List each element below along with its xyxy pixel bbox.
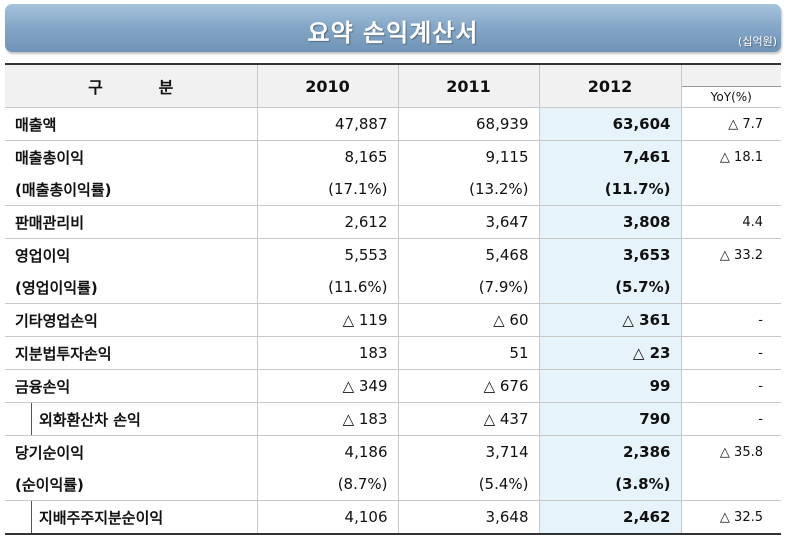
- value-yoy: △ 18.1: [680, 140, 781, 173]
- table-row: (영업이익률) (11.6%) (7.9%) (5.7%): [5, 271, 781, 304]
- value-yoy: [680, 468, 781, 501]
- row-label: 기타영업손익: [5, 303, 257, 337]
- value-2010: (8.7%): [256, 468, 398, 501]
- value-2011: △ 676: [397, 369, 539, 403]
- value-2011: 9,115: [397, 140, 539, 173]
- value-2012: 3,653: [538, 238, 681, 271]
- value-2010: 2,612: [256, 205, 398, 239]
- value-2010: △ 349: [256, 369, 398, 403]
- value-2011: (13.2%): [397, 173, 539, 206]
- value-2010: 47,887: [256, 107, 398, 141]
- row-label: 영업이익: [5, 238, 257, 271]
- value-2010: 8,165: [256, 140, 398, 173]
- table-row: (매출총이익률) (17.1%) (13.2%) (11.7%): [5, 173, 781, 206]
- value-2012: 63,604: [538, 107, 681, 141]
- value-2012: 3,808: [538, 205, 681, 239]
- value-2010: 4,106: [256, 500, 398, 534]
- value-yoy: △ 33.2: [680, 238, 781, 271]
- value-yoy: △ 35.8: [680, 435, 781, 468]
- value-2011: 5,468: [397, 238, 539, 271]
- value-2012: 99: [538, 369, 681, 403]
- page-title: 요약 손익계산서: [307, 19, 479, 47]
- row-label: (영업이익률): [15, 278, 98, 297]
- value-2010: 4,186: [256, 435, 398, 468]
- value-2011: △ 60: [397, 303, 539, 337]
- header-yoy-label: YoY(%): [681, 86, 781, 107]
- table-row: 영업이익 5,553 5,468 3,653 △ 33.2: [5, 238, 781, 271]
- table-header-row: 구 분 2010 2011 2012 YoY(%): [5, 64, 781, 108]
- value-2011: 3,648: [397, 500, 539, 534]
- value-yoy: -: [680, 402, 781, 436]
- table-row: 금융손익 △ 349 △ 676 99-: [5, 369, 781, 403]
- value-2011: 3,714: [397, 435, 539, 468]
- table-row: (순이익률) (8.7%) (5.4%) (3.8%): [5, 468, 781, 501]
- row-label: 지분법투자손익: [5, 336, 257, 370]
- header-2011: 2011: [397, 64, 539, 108]
- indent-marker: [31, 501, 32, 533]
- table-row: 당기순이익 4,186 3,714 2,386 △ 35.8: [5, 435, 781, 468]
- title-banner: 요약 손익계산서 (십억원): [5, 4, 781, 52]
- value-2012: (11.7%): [538, 173, 681, 206]
- table-row: 매출총이익 8,165 9,115 7,461 △ 18.1: [5, 140, 781, 173]
- table-row: 외화환산차 손익 △ 183 △ 437 790-: [5, 402, 781, 436]
- table-row: 판매관리비 2,612 3,647 3,808 4.4: [5, 205, 781, 239]
- value-yoy: △ 7.7: [680, 107, 781, 141]
- row-label: 지배주주지분순이익: [39, 508, 164, 527]
- value-2012: △ 361: [538, 303, 681, 337]
- indent-marker: [31, 403, 32, 435]
- value-2011: (7.9%): [397, 271, 539, 304]
- value-2011: 51: [397, 336, 539, 370]
- row-label: 금융손익: [5, 369, 257, 403]
- row-label: 매출액: [5, 107, 257, 141]
- row-label: 외화환산차 손익: [39, 410, 141, 429]
- value-2012: (3.8%): [538, 468, 681, 501]
- value-2011: 68,939: [397, 107, 539, 141]
- header-category: 구 분: [5, 64, 257, 108]
- value-2012: 2,386: [538, 435, 681, 468]
- row-label: 매출총이익: [5, 140, 257, 173]
- value-yoy: -: [680, 369, 781, 403]
- value-yoy: -: [680, 336, 781, 370]
- value-2011: (5.4%): [397, 468, 539, 501]
- value-yoy: 4.4: [680, 205, 781, 239]
- value-yoy: [680, 271, 781, 304]
- value-2012: (5.7%): [538, 271, 681, 304]
- value-yoy: [680, 173, 781, 206]
- value-2010: (17.1%): [256, 173, 398, 206]
- value-yoy: △ 32.5: [680, 500, 781, 534]
- table-row: 지분법투자손익 183 51 △ 23-: [5, 336, 781, 370]
- value-2012: △ 23: [538, 336, 681, 370]
- value-2011: △ 437: [397, 402, 539, 436]
- value-2010: △ 119: [256, 303, 398, 337]
- value-2010: 5,553: [256, 238, 398, 271]
- row-label: (매출총이익률): [15, 180, 112, 199]
- income-statement-table: 구 분 2010 2011 2012 YoY(%) 매출액 47,887 68,93…: [5, 63, 781, 535]
- row-label: 판매관리비: [5, 205, 257, 239]
- row-label: 당기순이익: [5, 435, 257, 468]
- table-row: 기타영업손익 △ 119 △ 60 △ 361-: [5, 303, 781, 337]
- value-2010: 183: [256, 336, 398, 370]
- value-2012: 2,462: [538, 500, 681, 534]
- value-2012: 7,461: [538, 140, 681, 173]
- value-2010: △ 183: [256, 402, 398, 436]
- table-row: 지배주주지분순이익 4,106 3,648 2,462 △ 32.5: [5, 500, 781, 534]
- table-row: 매출액 47,887 68,939 63,604 △ 7.7: [5, 107, 781, 141]
- unit-label: (십억원): [738, 35, 777, 48]
- header-2012: 2012: [538, 64, 681, 108]
- value-2011: 3,647: [397, 205, 539, 239]
- header-yoy: YoY(%): [680, 64, 781, 108]
- row-label: (순이익률): [15, 475, 84, 494]
- header-2010: 2010: [256, 64, 398, 108]
- value-yoy: -: [680, 303, 781, 337]
- value-2012: 790: [538, 402, 681, 436]
- value-2010: (11.6%): [256, 271, 398, 304]
